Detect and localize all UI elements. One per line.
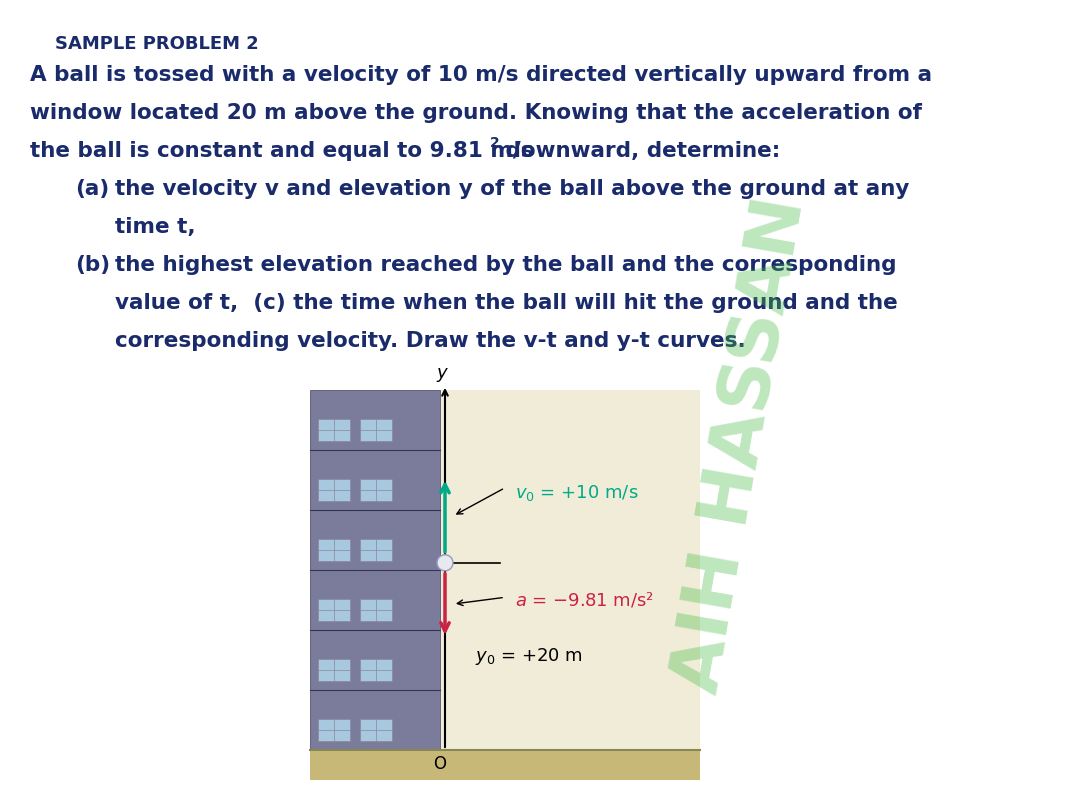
Bar [318,659,350,681]
Text: downward, determine:: downward, determine: [498,141,780,161]
Text: the ball is constant and equal to 9.81 m/s: the ball is constant and equal to 9.81 m… [30,141,534,161]
Bar [318,599,350,621]
Text: (b): (b) [75,255,110,275]
Text: (a): (a) [75,179,109,199]
Text: the velocity v and elevation y of the ball above the ground at any: the velocity v and elevation y of the ba… [114,179,909,199]
Bar [360,659,392,681]
Text: the highest elevation reached by the ball and the corresponding: the highest elevation reached by the bal… [114,255,896,275]
Text: corresponding velocity. Draw the v-t and y-t curves.: corresponding velocity. Draw the v-t and… [114,331,746,351]
Bar [360,539,392,561]
Text: SAMPLE PROBLEM 2: SAMPLE PROBLEM 2 [55,35,259,53]
Bar [360,719,392,741]
Text: 2: 2 [490,136,500,150]
Bar [318,539,350,561]
Text: $y_0$ = +20 m: $y_0$ = +20 m [475,646,583,667]
Text: O: O [433,755,446,773]
Bar [318,479,350,501]
Bar [360,599,392,621]
Bar [318,719,350,741]
Bar [310,390,700,780]
Text: $a$ = −9.81 m/s²: $a$ = −9.81 m/s² [515,591,654,610]
Bar [360,479,392,501]
Bar [360,419,392,441]
Text: value of t,  (c) the time when the ball will hit the ground and the: value of t, (c) the time when the ball w… [114,293,897,313]
Text: A ball is tossed with a velocity of 10 m/s directed vertically upward from a: A ball is tossed with a velocity of 10 m… [30,65,932,85]
Bar [310,750,700,780]
Text: $v_0$ = +10 m/s: $v_0$ = +10 m/s [515,483,638,502]
Text: y: y [436,364,447,382]
Text: AIH HASSAN: AIH HASSAN [662,192,818,698]
Text: window located 20 m above the ground. Knowing that the acceleration of: window located 20 m above the ground. Kn… [30,103,922,123]
Text: time t,: time t, [114,217,195,237]
Circle shape [437,555,453,571]
Bar [318,419,350,441]
Bar [310,390,440,750]
